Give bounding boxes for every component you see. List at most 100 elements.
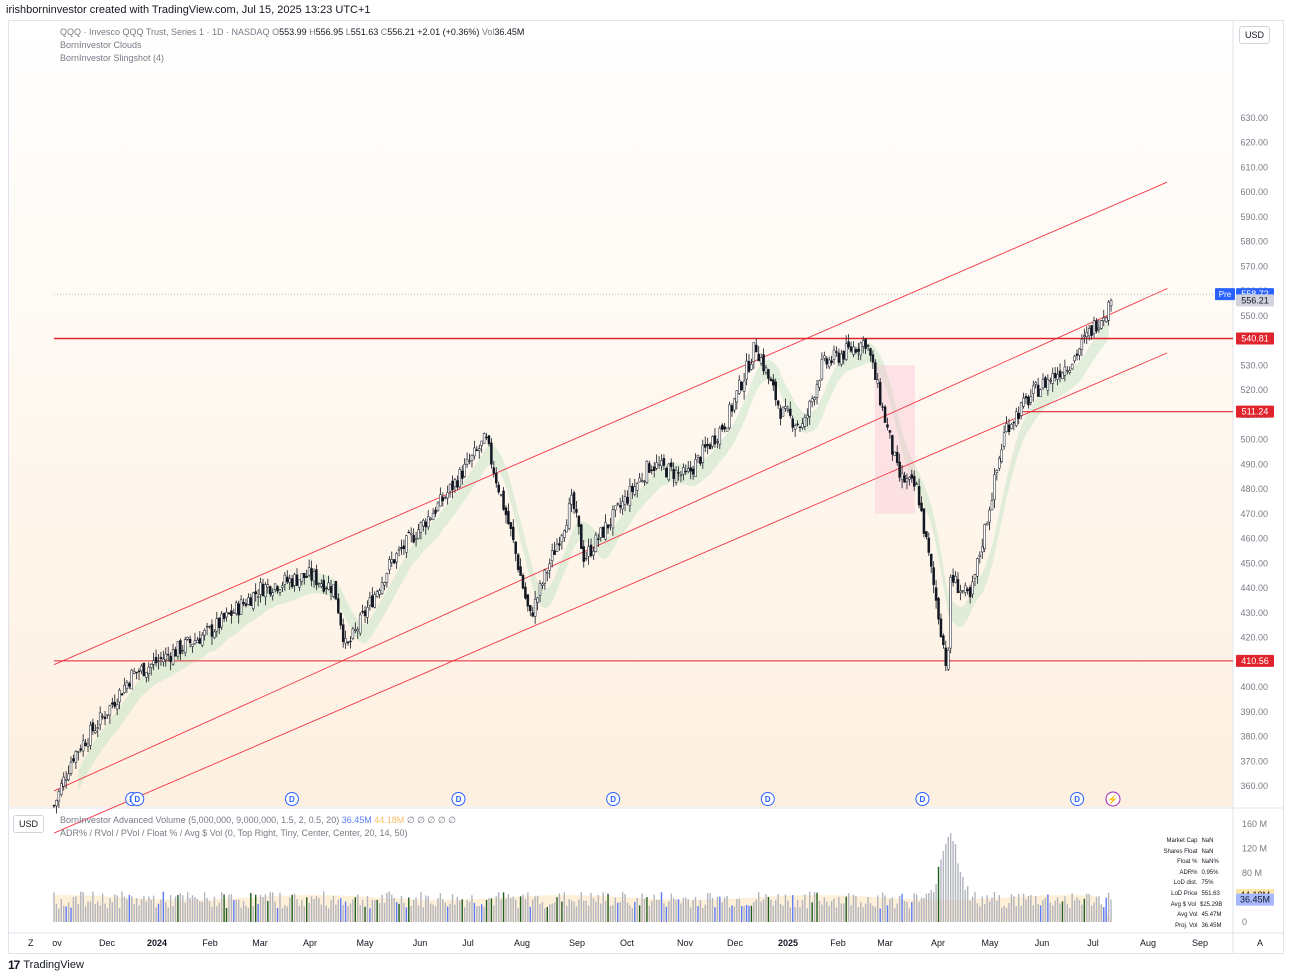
time-tick-label: Jul: [1087, 938, 1099, 948]
price-tick-label: 380.00: [1240, 732, 1268, 742]
candle-body: [764, 367, 768, 373]
candle-body: [94, 730, 97, 734]
volume-bar: [643, 898, 646, 922]
candle-body: [570, 494, 573, 505]
candle-body: [1095, 320, 1098, 332]
candle-body: [324, 587, 328, 590]
volume-bar: [473, 902, 476, 922]
candle-body: [553, 550, 556, 555]
auto-scale-button[interactable]: A: [1257, 938, 1264, 948]
volume-bar: [726, 895, 728, 922]
horizontal-levels: [54, 293, 1233, 662]
candle-body: [514, 541, 517, 554]
volume-bar: [500, 899, 502, 922]
dividend-marker: [606, 792, 621, 806]
candle-body: [242, 602, 245, 605]
open-value: 553.99: [279, 27, 307, 37]
candle-body: [937, 598, 940, 620]
dividend-marker: [915, 792, 930, 806]
volume-bar: [517, 907, 519, 922]
indicator-slingshot[interactable]: BornInvestor Slingshot (4): [60, 53, 165, 63]
volume-bar: [72, 897, 75, 922]
candle-body: [1000, 449, 1003, 462]
candle-body: [1102, 317, 1106, 321]
volume-bar: [240, 907, 242, 922]
candle-body: [463, 463, 466, 478]
volume-bar: [65, 906, 67, 922]
candle-body: [499, 494, 503, 496]
volume-bar: [381, 894, 383, 922]
symbol-name[interactable]: QQQ · Invesco QQQ Trust, Series 1 · 1D ·…: [60, 27, 270, 37]
candle-body: [723, 426, 726, 430]
volume-bar: [767, 896, 770, 922]
volume-bar: [991, 897, 993, 922]
volume-bar: [123, 896, 126, 922]
volume-bar: [106, 908, 109, 922]
candle-body: [460, 470, 464, 479]
candle-body: [755, 344, 758, 353]
zoom-button[interactable]: Z: [28, 938, 34, 948]
volume-bar: [983, 904, 986, 922]
volume-bar: [1064, 896, 1066, 922]
flash-icon[interactable]: ⚡: [1105, 791, 1121, 807]
candle-body: [271, 592, 274, 597]
volume-bar: [216, 906, 218, 922]
candle-body: [448, 483, 452, 492]
level-price-tag-bg: [1236, 332, 1274, 345]
volume-bar: [293, 893, 296, 922]
time-tick-label: Mar: [877, 938, 893, 948]
volume-bar: [340, 898, 342, 922]
candle-body: [796, 423, 799, 426]
currency-button[interactable]: USD: [1239, 26, 1271, 44]
candle-body: [1075, 353, 1079, 356]
vol-label: Vol: [481, 27, 495, 37]
volume-bar: [1098, 895, 1100, 922]
candle-body: [779, 408, 782, 419]
candle-body: [79, 748, 82, 751]
volume-indicator-name[interactable]: BornInvestor Advanced Volume (5,000,000,…: [60, 815, 340, 825]
candle-body: [200, 634, 204, 646]
volume-bar: [177, 895, 179, 922]
chart-frame: [8, 20, 1284, 954]
volume-bar: [364, 906, 366, 922]
candle-body: [738, 379, 741, 394]
volume-bar: [641, 893, 643, 922]
adr-indicator-name[interactable]: ADR% / RVol / PVol / Float % / Avg $ Vol…: [60, 828, 408, 838]
candle-body: [103, 716, 107, 720]
volume-bar: [53, 892, 55, 922]
volume-bar: [463, 907, 466, 922]
dividend-marker: [760, 792, 775, 806]
volume-bar: [439, 893, 442, 922]
volume-bar: [532, 899, 534, 922]
candle-body: [524, 586, 527, 599]
indicator-clouds[interactable]: BornInvestor Clouds: [60, 40, 142, 50]
volume-bar: [257, 904, 259, 922]
candle-body: [322, 579, 325, 592]
candle-body: [1061, 372, 1064, 379]
volume-bar: [165, 902, 167, 922]
candle-body: [276, 586, 279, 592]
volume-bar: [264, 894, 267, 922]
candle-body: [611, 509, 615, 529]
time-tick-label: Sep: [1192, 938, 1208, 948]
volume-bar: [398, 903, 400, 922]
candle-body: [495, 472, 498, 484]
candle-body: [57, 791, 61, 802]
candle-body: [473, 447, 476, 457]
candle-body: [981, 546, 984, 553]
candle-body: [1080, 338, 1084, 350]
candle-body: [405, 535, 408, 553]
candle-body: [468, 460, 471, 463]
volume-bar: [813, 891, 816, 922]
time-tick-label: Apr: [303, 938, 317, 948]
volume-bar: [792, 895, 794, 922]
candle-body: [157, 660, 160, 662]
volume-bar: [466, 899, 468, 922]
candle-body: [876, 379, 880, 384]
volume-bar: [704, 904, 706, 922]
candle-body: [96, 727, 99, 730]
time-tick-label: Aug: [1140, 938, 1156, 948]
currency-button-lower[interactable]: USD: [13, 815, 45, 833]
